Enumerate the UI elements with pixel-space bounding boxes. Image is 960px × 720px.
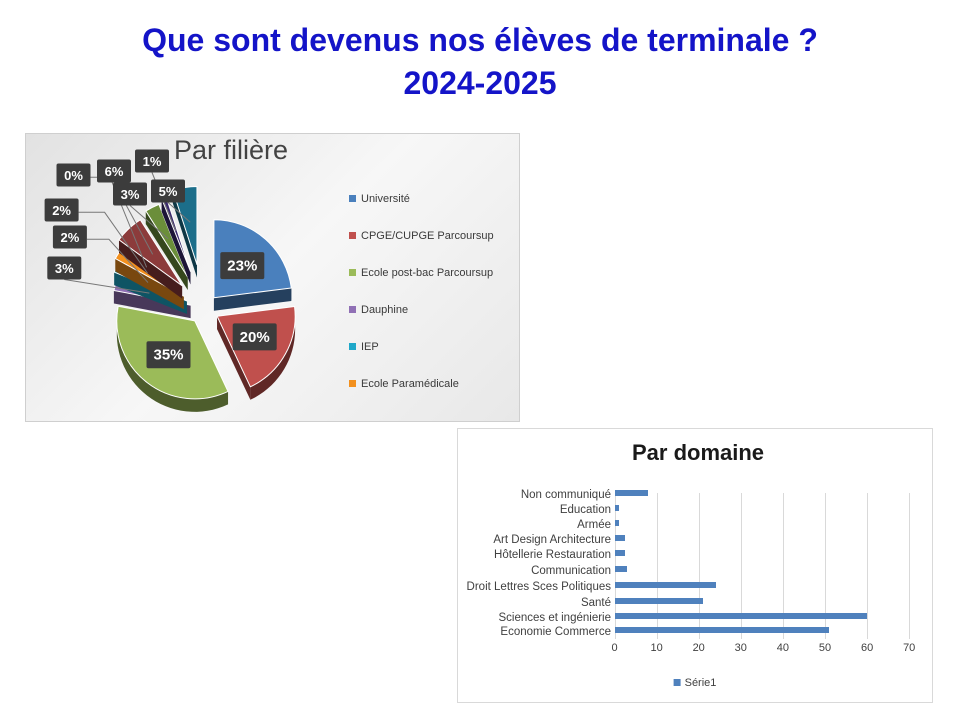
svg-text:2%: 2% — [61, 230, 80, 245]
svg-text:3%: 3% — [121, 187, 140, 202]
svg-text:3%: 3% — [55, 261, 74, 276]
svg-text:5%: 5% — [159, 184, 178, 199]
svg-text:2%: 2% — [52, 203, 71, 218]
svg-text:6%: 6% — [105, 164, 124, 179]
svg-text:23%: 23% — [227, 258, 257, 275]
svg-text:1%: 1% — [143, 154, 162, 169]
svg-text:0%: 0% — [64, 168, 83, 183]
svg-text:20%: 20% — [240, 329, 270, 346]
svg-text:35%: 35% — [153, 347, 183, 364]
